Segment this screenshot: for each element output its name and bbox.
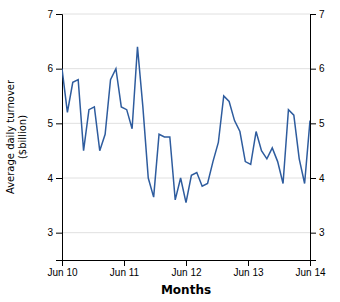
grid-line	[62, 232, 310, 233]
y-tick-mark	[56, 123, 62, 124]
x-tick: Jun 13	[233, 260, 263, 278]
y2-tick-mark	[310, 123, 316, 124]
y-axis-title: Average daily turnover($billion)	[5, 79, 28, 194]
y2-tick: 5	[310, 118, 325, 129]
y-tick-mark	[56, 233, 62, 234]
y-tick-label: 3	[47, 227, 53, 238]
x-axis: Jun 10 Jun 11 Jun 12 Jun 13 Jun 14	[47, 260, 325, 278]
line	[62, 47, 310, 203]
y-axis-line	[56, 15, 63, 261]
y-tick-mark	[56, 14, 62, 15]
y2-tick: 7	[310, 9, 325, 20]
plot: Jun 10 Jun 11 Jun 12 Jun 13 Jun 14 3 4 5 6 7 3 4 5 6 7	[47, 9, 326, 278]
x-tick: Jun 11	[110, 260, 140, 278]
x-tick-label: Jun 13	[233, 267, 263, 278]
x-tick-mark	[248, 260, 249, 266]
y2-tick: 6	[310, 63, 325, 74]
y2-tick-mark	[310, 69, 316, 70]
x-tick-label: Jun 14	[295, 267, 325, 278]
x-tick: Jun 14	[295, 260, 325, 278]
grid-line	[62, 178, 310, 179]
y2-tick: 3	[310, 227, 325, 238]
y2-tick: 4	[310, 173, 325, 184]
grid-line	[62, 68, 310, 69]
y2-tick-mark	[310, 178, 316, 179]
x-tick: Jun 10	[47, 260, 77, 278]
y-tick: 5	[47, 118, 62, 129]
chart: Jun 10 Jun 11 Jun 12 Jun 13 Jun 14 3 4 5 6 7 3 4 5 6 7…	[0, 0, 340, 302]
y2-tick-label: 6	[319, 63, 325, 74]
x-tick-label: Jun 12	[171, 267, 201, 278]
y2-axis-line	[311, 15, 317, 261]
y2-tick-label: 5	[319, 118, 325, 129]
x-tick-label: Jun 10	[47, 267, 77, 278]
y2-tick-label: 7	[319, 9, 325, 20]
y-tick-label: 6	[47, 63, 53, 74]
grid-line	[62, 14, 310, 15]
x-axis-title: Months	[161, 283, 211, 297]
x-tick-label: Jun 11	[110, 267, 140, 278]
y-tick-label: 5	[47, 118, 53, 129]
y-tick: 4	[47, 173, 62, 184]
marks	[62, 47, 310, 203]
grid	[62, 14, 310, 233]
x-tick-mark	[124, 260, 125, 266]
y2-tick-mark	[310, 233, 316, 234]
y-tick-label: 4	[47, 173, 53, 184]
x-tick: Jun 12	[171, 260, 201, 278]
y-tick: 6	[47, 63, 62, 74]
y2-tick-label: 3	[319, 227, 325, 238]
y2-tick-mark	[310, 14, 316, 15]
x-tick-mark	[186, 260, 187, 266]
y-tick: 3	[47, 227, 62, 238]
x-axis-line	[63, 261, 311, 267]
y-tick-mark	[56, 69, 62, 70]
y-tick-mark	[56, 178, 62, 179]
y-tick: 7	[47, 9, 62, 20]
y2-tick-label: 4	[319, 173, 325, 184]
y2-axis: 3 4 5 6 7	[310, 9, 325, 261]
y-axis: 3 4 5 6 7	[47, 9, 62, 261]
y-tick-label: 7	[47, 9, 53, 20]
grid-line	[62, 123, 310, 124]
